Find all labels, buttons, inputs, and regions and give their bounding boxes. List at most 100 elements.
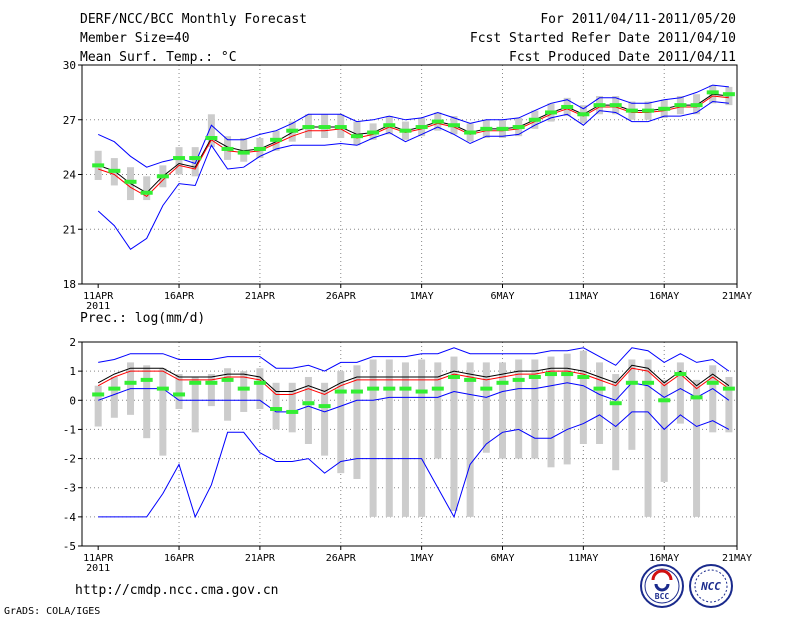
marker-mode	[108, 386, 121, 391]
marker-mode	[642, 380, 655, 385]
marker-observed	[722, 92, 735, 97]
series-line-observed	[98, 411, 730, 519]
marker-observed	[512, 125, 525, 130]
range-box	[644, 359, 652, 517]
range-box	[660, 379, 668, 482]
range-box	[482, 362, 490, 453]
marker-observed	[140, 190, 153, 195]
marker-mode	[189, 380, 202, 385]
range-box	[159, 368, 167, 456]
y-tick-label: -3	[63, 482, 76, 495]
range-box	[466, 362, 474, 517]
x-tick-label: 21MAY	[722, 553, 752, 564]
range-box	[256, 368, 264, 410]
y-tick-label: 21	[63, 223, 76, 236]
x-tick-label: 11MAY	[568, 553, 598, 564]
marker-observed	[399, 128, 412, 133]
x-tick-label: 16APR	[164, 291, 195, 302]
range-box	[110, 376, 118, 418]
header-period: For 2011/04/11-2011/05/20	[540, 12, 736, 27]
marker-observed	[124, 179, 137, 184]
marker-mode	[674, 372, 687, 377]
header-refer-date: Fcst Started Refer Date 2011/04/10	[470, 31, 736, 46]
range-box	[175, 147, 183, 175]
marker-mode	[156, 386, 169, 391]
ncc-logo-text: NCC	[700, 580, 721, 593]
marker-observed	[205, 136, 218, 140]
x-tick-label: 21APR	[245, 553, 276, 564]
x-tick-label: 11MAY	[568, 291, 598, 302]
x-tick-label: 21MAY	[722, 291, 752, 302]
x-tick-label: 6MAY	[490, 553, 514, 564]
marker-observed	[609, 103, 622, 108]
x-tick-label: 21APR	[245, 291, 276, 302]
prec-panel-title: Prec.: log(mm/d)	[80, 311, 205, 326]
marker-mode	[270, 407, 283, 412]
x-tick-label: 1MAY	[410, 291, 434, 302]
x-tick-label: 11APR	[83, 553, 114, 564]
ncc-logo: NCC	[689, 564, 733, 608]
header-produced-date: Fcst Produced Date 2011/04/11	[509, 50, 736, 65]
range-box	[434, 362, 442, 459]
plot-frame	[81, 341, 738, 547]
marker-mode	[124, 380, 137, 385]
y-tick-label: -1	[63, 423, 76, 436]
marker-observed	[237, 150, 250, 155]
marker-mode	[561, 372, 574, 377]
marker-observed	[690, 103, 703, 108]
marker-observed	[415, 125, 428, 130]
marker-mode	[464, 377, 477, 382]
marker-observed	[431, 119, 444, 124]
range-box	[369, 359, 377, 517]
x-tick-label: 16MAY	[649, 291, 679, 302]
marker-observed	[480, 126, 493, 131]
marker-mode	[431, 386, 444, 391]
x-tick-label: 16MAY	[649, 553, 679, 564]
marker-mode	[318, 404, 331, 409]
marker-observed	[253, 146, 266, 151]
marker-mode	[221, 377, 234, 382]
series-line-min	[98, 382, 730, 413]
marker-observed	[545, 110, 558, 115]
range-box	[450, 356, 458, 512]
marker-mode	[173, 392, 186, 397]
marker-observed	[270, 137, 283, 142]
series-line-median	[98, 95, 729, 198]
series-line-median	[97, 367, 730, 396]
x-tick-label: 16APR	[164, 553, 195, 564]
marker-observed	[302, 125, 315, 130]
y-tick-label: 0	[69, 394, 76, 407]
range-box	[175, 374, 183, 410]
header-member-size: Member Size=40	[80, 31, 190, 46]
marker-observed	[642, 108, 655, 113]
range-box	[207, 374, 215, 407]
marker-observed	[528, 117, 541, 122]
x-tick-label: 6MAY	[490, 291, 514, 302]
range-box	[579, 350, 587, 444]
range-box	[401, 362, 409, 517]
marker-observed	[674, 103, 687, 108]
series-line-mean	[97, 364, 730, 393]
marker-mode	[609, 401, 622, 406]
marker-mode	[528, 374, 541, 379]
series-line-min	[97, 100, 729, 250]
range-box	[385, 359, 393, 517]
y-tick-label: 18	[63, 278, 76, 291]
range-box	[272, 382, 280, 430]
marker-mode	[302, 401, 315, 406]
range-box	[94, 385, 102, 427]
marker-mode	[447, 374, 460, 379]
marker-observed	[189, 156, 202, 161]
series-line-max	[97, 84, 729, 168]
x-tick-label: 11APR	[83, 291, 114, 302]
marker-observed	[318, 125, 331, 130]
marker-mode	[253, 380, 266, 385]
range-box	[547, 356, 555, 468]
range-box	[612, 374, 620, 471]
marker-observed	[625, 108, 638, 113]
series-line-max	[98, 347, 730, 372]
range-box	[628, 359, 636, 450]
marker-observed	[286, 128, 299, 133]
range-box	[224, 368, 232, 421]
range-box	[143, 176, 151, 201]
